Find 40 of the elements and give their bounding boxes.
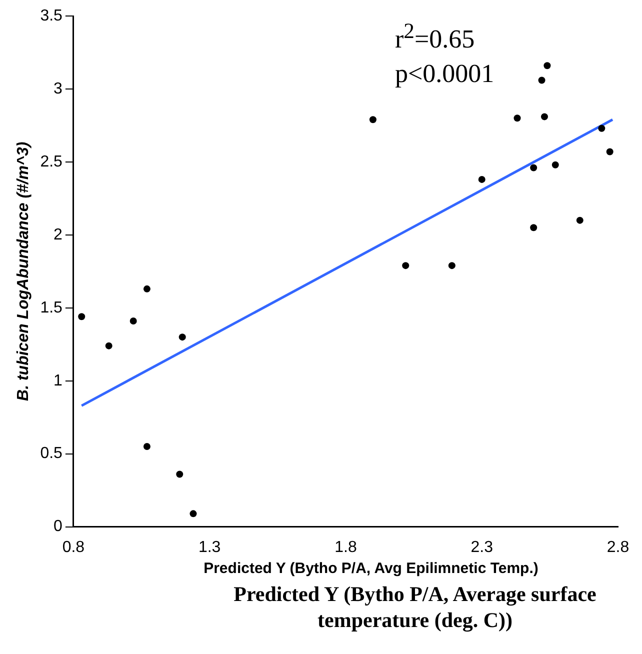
- point: [178, 334, 186, 341]
- point: [78, 313, 86, 320]
- point: [530, 224, 538, 232]
- point: [576, 216, 584, 224]
- y-tick-label: 2: [54, 226, 63, 244]
- text: Predicted Y (Bytho P/A, Avg Epilimnetic Temp.): [202, 560, 540, 577]
- y-tick-label: 0.5: [40, 445, 63, 462]
- y-tick-label: 3.5: [40, 7, 63, 24]
- point: [369, 116, 376, 124]
- annotation: p<0.0001: [395, 58, 494, 90]
- point: [598, 124, 606, 132]
- point: [552, 161, 559, 168]
- point: [538, 76, 546, 84]
- y-tick-label: 3: [54, 80, 63, 98]
- point: [143, 443, 150, 450]
- point: [544, 62, 551, 70]
- point: [606, 148, 614, 156]
- y-tick-label: 2.5: [40, 153, 63, 170]
- y-tick-label: 1.5: [40, 299, 63, 316]
- x-tick-label: 2.3: [470, 538, 494, 556]
- point: [402, 262, 410, 270]
- point: [478, 176, 486, 183]
- point: [176, 470, 184, 478]
- y-tick-label: 1: [54, 372, 63, 390]
- x-axis-title: Predicted Y (Bytho P/A, Average surface temperature (deg. C)): [232, 581, 598, 633]
- x-tick-label: 1.3: [198, 538, 221, 556]
- y-tick-label: 0: [54, 518, 63, 536]
- point: [130, 318, 137, 325]
- point: [540, 113, 548, 120]
- point: [143, 285, 150, 292]
- point: [105, 342, 112, 350]
- y-axis-title: B. tubicen LogAbundance (#/m^3): [15, 142, 32, 401]
- x-tick-label: 1.8: [334, 538, 357, 556]
- point: [190, 510, 197, 518]
- point: [514, 114, 521, 122]
- annotation: r$^{2}$=0.65: [395, 18, 476, 56]
- x-tick-label: 0.8: [62, 538, 85, 556]
- x-tick-label: 2.8: [606, 538, 630, 556]
- point: [448, 262, 456, 270]
- point: [530, 164, 538, 172]
